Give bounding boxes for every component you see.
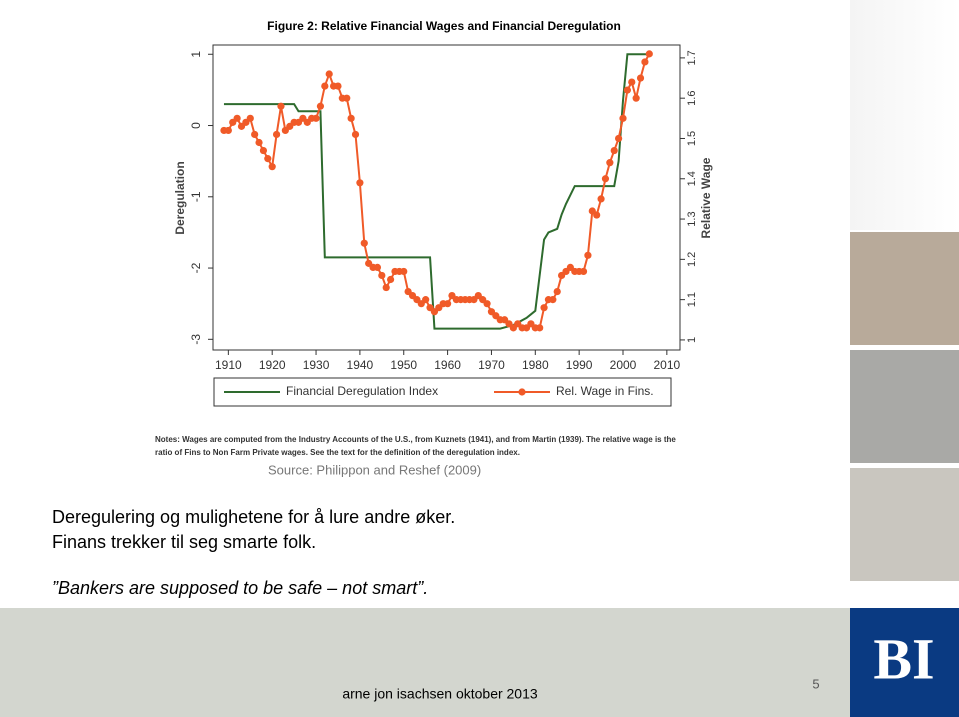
point <box>540 304 548 312</box>
point <box>536 324 544 332</box>
point <box>316 102 325 110</box>
notes: ratio of Fins to Non Farm Private wages.… <box>155 448 520 457</box>
y2-tick-label: 1.3 <box>686 211 698 226</box>
point <box>224 126 232 135</box>
series-line <box>223 53 650 330</box>
point <box>321 82 329 90</box>
x-tick-label: 2010 <box>653 358 680 372</box>
legend-marker <box>518 388 526 396</box>
point <box>246 114 254 122</box>
x-tick-label: 1910 <box>215 358 242 372</box>
x-tick-label: 1990 <box>566 358 593 372</box>
point <box>386 275 395 284</box>
y2-tick-label: 1.1 <box>686 292 698 307</box>
notes: Notes: Wages are computed from the Indus… <box>155 435 676 444</box>
point <box>606 159 614 167</box>
point <box>259 146 268 155</box>
point <box>584 251 592 259</box>
slide-text: ”Bankers are supposed to be safe – not s… <box>52 578 428 598</box>
y2-axis-label: Relative Wage <box>699 157 713 238</box>
point <box>255 138 263 147</box>
y-tick-label: -2 <box>189 262 203 273</box>
x-tick-label: 2000 <box>610 358 637 372</box>
y-tick-label: 0 <box>189 122 203 129</box>
point <box>623 86 631 94</box>
x-tick-label: 1950 <box>390 358 417 372</box>
y2-tick-label: 1 <box>686 337 698 343</box>
x-tick-label: 1970 <box>478 358 505 372</box>
x-tick-label: 1980 <box>522 358 549 372</box>
footer: arne jon isachsen oktober 2013 <box>342 686 538 702</box>
point <box>268 163 276 171</box>
point <box>264 155 272 163</box>
y-tick-label: -1 <box>189 191 203 202</box>
point <box>549 296 557 304</box>
point <box>619 114 627 122</box>
point <box>641 58 649 66</box>
y-tick-label: 1 <box>189 51 203 58</box>
x-tick-label: 1930 <box>303 358 330 372</box>
photo <box>850 468 959 581</box>
photo <box>850 350 959 463</box>
point <box>360 239 368 247</box>
point <box>233 114 241 122</box>
point <box>343 94 351 102</box>
logo: BI <box>873 626 934 691</box>
point <box>632 94 640 102</box>
point <box>277 102 285 110</box>
point <box>636 74 645 82</box>
point <box>443 300 452 308</box>
point <box>334 82 342 90</box>
footer-band <box>0 608 850 717</box>
point <box>553 287 561 296</box>
point <box>645 50 653 58</box>
point <box>382 283 390 292</box>
point <box>356 179 364 187</box>
point <box>597 195 605 203</box>
y-axis-label: Deregulation <box>173 161 187 234</box>
side-panel <box>850 0 959 230</box>
point <box>615 134 623 143</box>
point <box>272 130 281 139</box>
point <box>347 114 355 122</box>
point <box>373 263 382 272</box>
legend-label: Financial Deregulation Index <box>286 384 438 398</box>
y2-tick-label: 1.6 <box>686 91 698 106</box>
point <box>400 267 408 276</box>
point <box>579 267 588 276</box>
legend-label: Rel. Wage in Fins. <box>556 384 654 398</box>
slide-text: Finans trekker til seg smarte folk. <box>52 532 316 552</box>
y2-tick-label: 1.5 <box>686 131 698 146</box>
point <box>601 175 610 183</box>
slide-text: Deregulering og mulighetene for å lure a… <box>52 507 455 527</box>
point <box>628 78 636 86</box>
source: Source: Philippon and Reshef (2009) <box>268 462 481 477</box>
point <box>251 130 259 139</box>
photo <box>850 232 959 345</box>
y2-tick-label: 1.4 <box>686 171 698 186</box>
point <box>351 130 360 139</box>
point <box>312 114 320 122</box>
x-tick-label: 1960 <box>434 358 461 372</box>
plot-frame <box>212 44 681 351</box>
page-number: 5 <box>812 676 819 691</box>
point <box>325 70 333 78</box>
point <box>483 300 491 308</box>
x-tick-label: 1940 <box>347 358 374 372</box>
point <box>593 211 601 219</box>
logo-box <box>850 608 959 717</box>
y2-tick-label: 1.7 <box>686 50 698 65</box>
point <box>610 146 618 155</box>
legend <box>213 377 672 407</box>
chart-title: Figure 2: Relative Financial Wages and F… <box>267 19 621 33</box>
y-tick-label: -3 <box>189 334 203 345</box>
x-tick-label: 1920 <box>259 358 286 372</box>
point <box>378 271 386 280</box>
point <box>422 296 430 304</box>
y2-tick-label: 1.2 <box>686 252 698 267</box>
